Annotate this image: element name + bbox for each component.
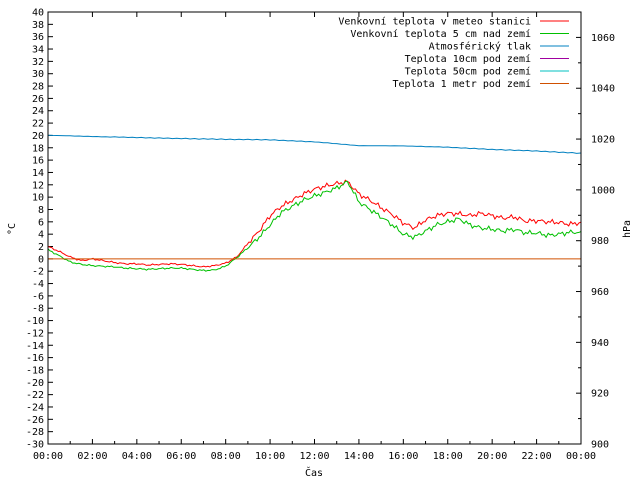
y-tick-label: 0 (38, 254, 44, 265)
legend-label: Venkovní teplota 5 cm nad zemí (350, 28, 531, 40)
y-tick-label: -30 (26, 440, 44, 451)
y-tick-label: -8 (32, 304, 44, 315)
x-tick-label: 00:00 (566, 451, 596, 462)
y2-tick-label: 920 (591, 389, 609, 400)
y2-tick-label: 940 (591, 338, 609, 349)
y-tick-label: 32 (32, 57, 44, 68)
y-tick-label: -24 (26, 402, 44, 413)
y-tick-label: -26 (26, 415, 44, 426)
y-tick-label: 20 (32, 131, 44, 142)
x-axis-label: Čas (305, 466, 323, 479)
y-tick-label: -14 (26, 341, 44, 352)
y2-tick-label: 1040 (591, 84, 615, 95)
series-line (47, 180, 582, 272)
y-axis-label: °C (7, 223, 18, 235)
x-tick-label: 20:00 (477, 451, 507, 462)
y2-tick-label: 1060 (591, 33, 615, 44)
x-tick-label: 16:00 (388, 451, 418, 462)
x-tick-label: 22:00 (522, 451, 552, 462)
y-tick-label: -16 (26, 353, 44, 364)
x-tick-label: 10:00 (255, 451, 285, 462)
axis-ticks (47, 11, 582, 445)
y-tick-label: 38 (32, 20, 44, 31)
y-tick-label: -2 (32, 267, 44, 278)
y-tick-label: -28 (26, 427, 44, 438)
x-tick-label: 18:00 (433, 451, 463, 462)
y-tick-label: 24 (32, 106, 44, 117)
y-tick-label: -6 (32, 291, 44, 302)
x-tick-label: 08:00 (211, 451, 241, 462)
series-lines (47, 134, 582, 272)
y-tick-label: 12 (32, 180, 44, 191)
y-tick-label: 28 (32, 82, 44, 93)
y-tick-label: 10 (32, 193, 44, 204)
y-tick-label: 6 (38, 217, 44, 228)
y-tick-label: -4 (32, 279, 44, 290)
y-tick-label: 30 (32, 69, 44, 80)
x-tick-label: 02:00 (77, 451, 107, 462)
series-line (47, 179, 582, 268)
y-tick-label: 16 (32, 156, 44, 167)
legend-label: Venkovní teplota v meteo stanici (338, 16, 531, 28)
x-tick-label: 14:00 (344, 451, 374, 462)
y-tick-label: 36 (32, 32, 44, 43)
legend-label: Teplota 50cm pod zemí (405, 66, 531, 78)
legend-label: Teplota 1 metr pod zemí (393, 78, 531, 90)
y-tick-label: 22 (32, 119, 44, 130)
legend-label: Atmosférický tlak (429, 41, 531, 53)
y-tick-label: 8 (38, 205, 44, 216)
x-tick-label: 00:00 (33, 451, 63, 462)
y-tick-label: -22 (26, 390, 44, 401)
y2-tick-label: 1020 (591, 135, 615, 146)
y2-tick-label: 900 (591, 440, 609, 451)
y-tick-label: -20 (26, 378, 44, 389)
y-tick-label: -10 (26, 316, 44, 327)
y2-axis-label: hPa (622, 220, 633, 238)
y-tick-label: 34 (32, 45, 44, 56)
y-tick-label: 4 (38, 230, 44, 241)
plot-frame (47, 11, 582, 445)
y-tick-label: 14 (32, 168, 44, 179)
y-tick-label: 26 (32, 94, 44, 105)
x-tick-label: 06:00 (166, 451, 196, 462)
legend-label: Teplota 10cm pod zemí (405, 53, 531, 65)
y2-tick-labels: 900 920 940 960 980 1000 1020 1040 1060 (591, 33, 615, 451)
y-tick-label: 18 (32, 143, 44, 154)
x-tick-label: 12:00 (299, 451, 329, 462)
y-tick-label: -12 (26, 328, 44, 339)
y-tick-label: -18 (26, 365, 44, 376)
y-tick-label: 2 (38, 242, 44, 253)
x-tick-labels: 00:00 02:00 04:00 06:00 08:00 10:00 12:00 14:00… (33, 451, 596, 462)
series-line (47, 134, 582, 154)
legend: Venkovní teplota v meteo staniciVenkovní… (338, 16, 569, 90)
y2-tick-label: 960 (591, 287, 609, 298)
y2-tick-label: 980 (591, 236, 609, 247)
y2-tick-label: 1000 (591, 185, 615, 196)
y-tick-labels: -30-28-26-24-22-20-18-16-14-12-10-8-6-4-… (26, 8, 44, 451)
x-tick-label: 04:00 (122, 451, 152, 462)
y-tick-label: 40 (32, 8, 44, 19)
